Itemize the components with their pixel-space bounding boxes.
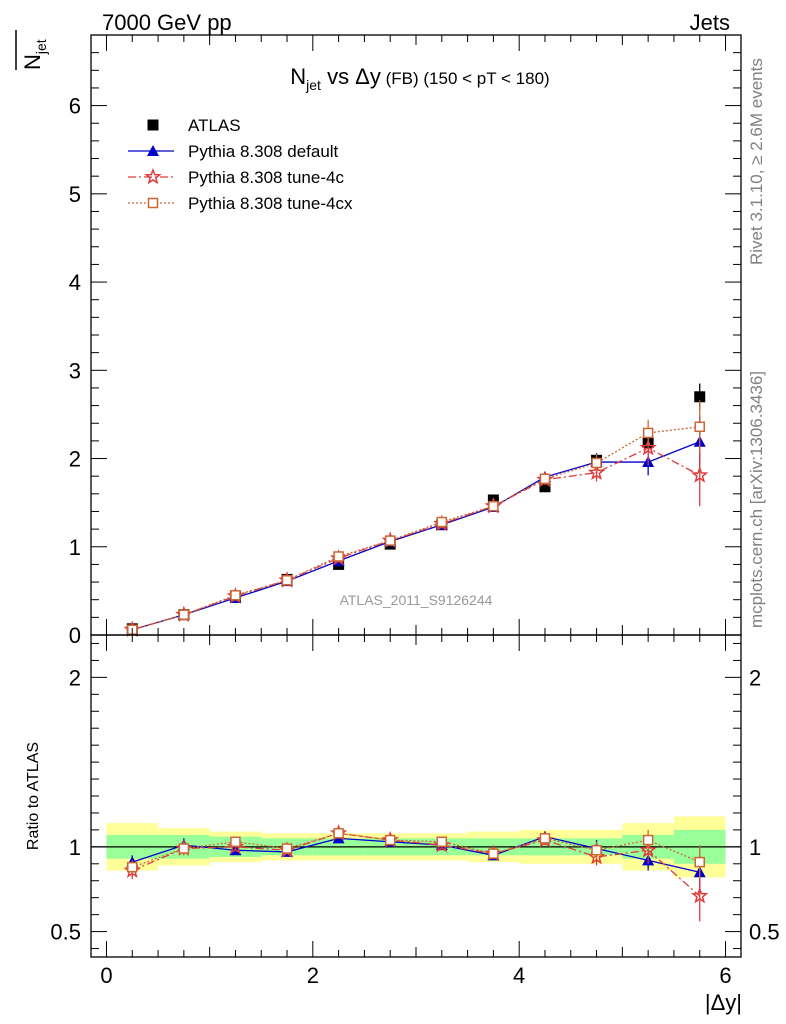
main-point-tune4cx (230, 590, 241, 601)
main-point-tune4cx (591, 457, 602, 469)
main-ylabel: Njet (15, 30, 49, 70)
legend-marker-default (147, 145, 159, 156)
main-point-tune4cx (694, 421, 705, 433)
legend-label-tune4c: Pythia 8.308 tune-4c (188, 168, 344, 187)
title-sub: jet (305, 77, 321, 93)
main-ylabel-sub: jet (33, 39, 49, 55)
legend-entry-tune4cx: Pythia 8.308 tune-4cx (128, 194, 353, 213)
x-tick-label: 2 (307, 963, 319, 988)
main-line-tune4cx (132, 426, 700, 631)
ratio-point-tune4cx (642, 834, 654, 846)
chart-title: Njet vs Δy (FB) (150 < pT < 180) (290, 64, 549, 93)
main-series-tune4cx (127, 400, 705, 635)
legend-marker-atlas (147, 119, 159, 131)
main-y-tick-label: 2 (69, 447, 81, 472)
main-point-tune4cx (436, 516, 448, 528)
legend-entry-default: Pythia 8.308 default (128, 142, 339, 161)
legend-marker-tune4c (144, 167, 162, 185)
title-vs: vs Δy (321, 64, 381, 89)
main-point-tune4c (691, 466, 709, 483)
main-line-tune4c (132, 447, 701, 631)
legend-marker-tune4cx (147, 197, 159, 209)
main-series-layer (123, 383, 709, 638)
ratio-line-default (132, 835, 700, 873)
legend-label-atlas: ATLAS (188, 116, 241, 135)
main-point-tune4cx (642, 427, 654, 439)
main-point-atlas (539, 481, 551, 493)
legend-label-default: Pythia 8.308 default (188, 142, 339, 161)
ratio-point-tune4cx (591, 844, 602, 856)
main-y-tick-label: 6 (69, 94, 81, 119)
main-point-tune4cx (539, 473, 551, 485)
legend-entry-atlas: ATLAS (147, 116, 241, 135)
ratio-line-tune4c (132, 832, 701, 897)
main-point-tune4c (639, 438, 657, 456)
ratio-point-tune4cx (539, 833, 551, 844)
ratio-ylabel: Ratio to ATLAS (25, 742, 42, 850)
ratio-y-tick-label-left: 0.5 (50, 920, 81, 945)
title-n: N (290, 64, 306, 89)
ratio-series-layer (123, 824, 709, 922)
ratio-series-tune4cx (127, 828, 705, 880)
main-point-tune4cx (178, 609, 190, 620)
watermark: ATLAS_2011_S9126244 (340, 592, 493, 608)
main-y-tick-label: 3 (69, 358, 81, 383)
legend: ATLAS Pythia 8.308 default Pythia 8.308 tu… (128, 116, 353, 213)
rivet-label: Rivet 3.1.10, ≥ 2.6M events (747, 58, 766, 265)
main-ylabel-n: N (20, 54, 45, 70)
main-y-tick-label: 1 (69, 535, 81, 560)
main-line-default (132, 441, 700, 631)
legend-entry-tune4c: Pythia 8.308 tune-4c (128, 167, 344, 187)
main-point-atlas (694, 391, 706, 403)
legend-label-tune4cx: Pythia 8.308 tune-4cx (188, 194, 353, 213)
ratio-point-tune4cx (333, 828, 344, 839)
main-y-tick-label: 4 (69, 270, 81, 295)
x-tick-label: 0 (100, 963, 112, 988)
ratio-point-tune4cx (281, 843, 293, 854)
ratio-y-tick-label-left: 2 (69, 665, 81, 690)
ratio-point-tune4c (639, 841, 657, 858)
ratio-frame (90, 634, 742, 958)
ratio-point-tune4cx (178, 843, 190, 854)
ratio-point-tune4cx (488, 848, 499, 859)
ratio-point-tune4cx (694, 856, 705, 868)
ratio-y-tick-label-right: 0.5 (749, 920, 780, 945)
title-range: (150 < pT < 180) (419, 69, 550, 88)
ratio-y-tick-label-right: 2 (749, 665, 761, 690)
main-point-tune4cx (488, 500, 499, 512)
svg-text:Njet: Njet (20, 39, 49, 70)
header-left: 7000 GeV pp (102, 10, 232, 35)
x-tick-label: 4 (513, 963, 525, 988)
x-tick-label: 6 (719, 963, 731, 988)
ratio-point-tune4cx (127, 861, 138, 873)
ratio-point-tune4cx (436, 836, 448, 848)
main-y-tick-label: 5 (69, 182, 81, 207)
ratio-xlabel: |Δy| (705, 990, 742, 1015)
ratio-line-tune4cx (132, 832, 700, 868)
ratio-point-tune4cx (230, 836, 241, 848)
ratio-point-tune4cx (384, 834, 396, 846)
main-point-tune4cx (281, 575, 293, 586)
axes-layer: 0 2 4 6 0 1 2 3 4 5 6 0.5 0.5 1 1 2 2 (50, 34, 780, 988)
ratio-y-tick-label-right: 1 (749, 835, 761, 860)
main-point-tune4c (587, 463, 606, 481)
ratio-point-tune4c (691, 886, 709, 904)
main-y-tick-label: 0 (69, 623, 81, 648)
ratio-y-tick-label-left: 1 (69, 835, 81, 860)
header-right: Jets (690, 10, 730, 35)
main-point-tune4cx (333, 551, 344, 562)
title-fb: (FB) (381, 69, 419, 88)
mcplots-label: mcplots.cern.ch [arXiv:1306.3436] (747, 371, 766, 628)
main-point-tune4cx (384, 535, 396, 546)
